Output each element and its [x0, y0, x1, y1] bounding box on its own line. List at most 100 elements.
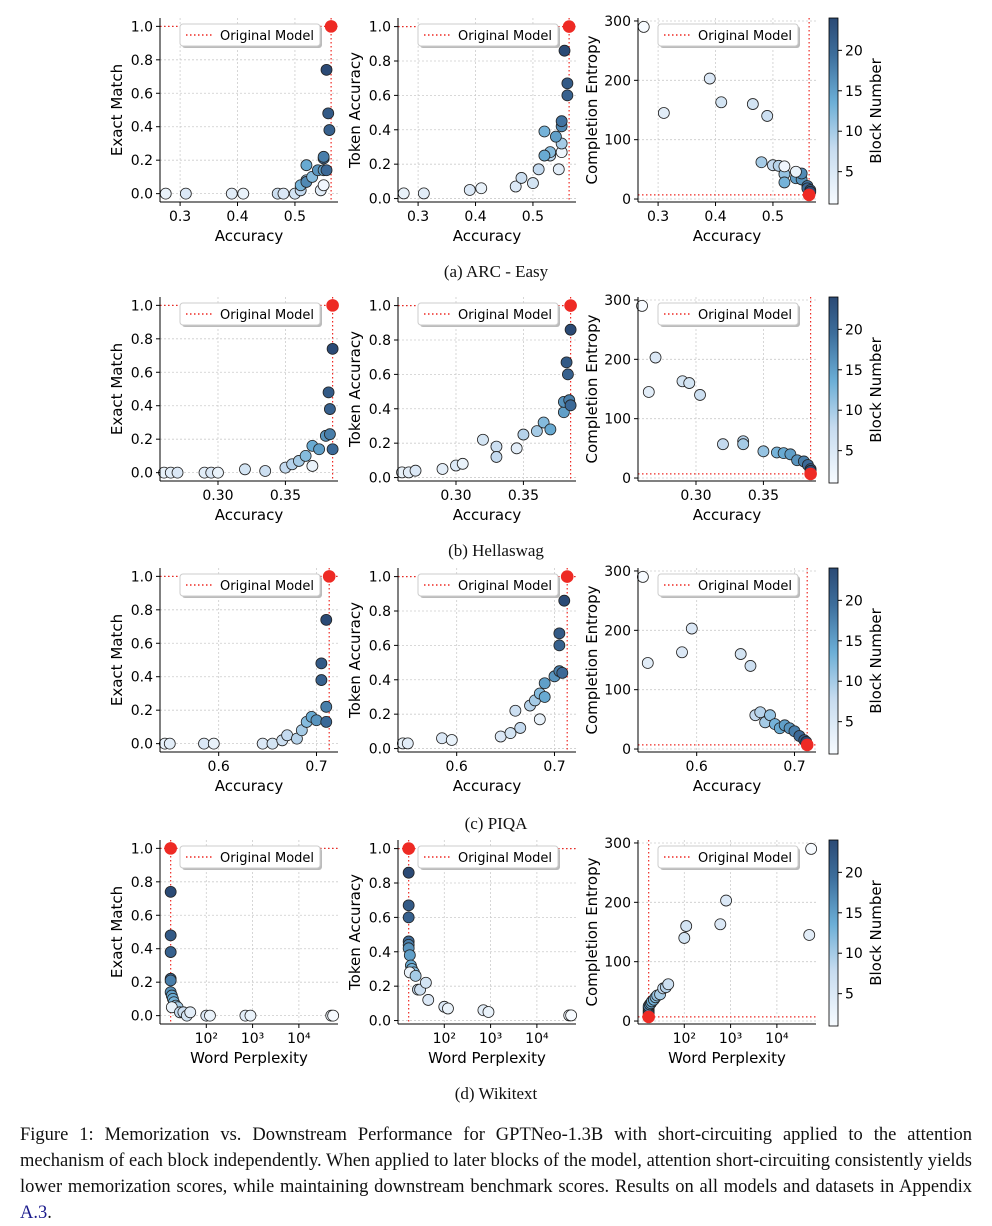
figure: 0.3 0.4 0.5 0.0 0.2 0.4 0.6 0.8 1.0 Accuracy Exact… [108, 14, 885, 1067]
data-point [184, 1006, 197, 1019]
legend-box [179, 302, 321, 326]
data-point [315, 674, 328, 686]
data-point [761, 110, 774, 122]
data-point [445, 734, 458, 746]
original-model-point [324, 20, 338, 33]
y-tick-label: 0.0 [369, 192, 391, 208]
data-point [778, 160, 791, 173]
y-tick-label: 0.8 [369, 54, 391, 70]
data-point [717, 438, 729, 451]
y-tick-label: 0.6 [131, 365, 153, 381]
data-point [317, 179, 330, 192]
data-point [323, 124, 336, 136]
figure-caption-end: . [47, 1203, 52, 1223]
x-axis-label: Accuracy [693, 227, 762, 245]
figure-caption-text: Figure 1: Memorization vs. Downstream Pe… [20, 1125, 972, 1197]
data-point [327, 1009, 340, 1022]
colorbar-tick-label: 15 [845, 634, 863, 650]
subplot-1-1: 0.3 0.4 0.5 0.0 0.2 0.4 0.6 0.8 1.0 Accuracy Exact… [108, 18, 338, 245]
data-point [164, 885, 177, 898]
y-tick-label: 0.0 [131, 737, 153, 753]
y-tick-label: 0 [622, 471, 631, 487]
y-tick-label: 100 [604, 133, 631, 149]
data-point [409, 464, 422, 477]
data-point [266, 737, 279, 750]
data-point [164, 946, 177, 958]
x-axis-label: Accuracy [215, 506, 284, 524]
data-point [482, 1006, 495, 1018]
data-point [490, 440, 503, 453]
x-tick-label: 0.5 [284, 209, 306, 225]
y-axis-label: Completion Entropy [583, 314, 601, 463]
x-tick-label: 0.6 [208, 759, 230, 775]
data-point [490, 451, 503, 463]
original-model-point [164, 842, 177, 855]
data-point [504, 727, 517, 739]
x-tick-label: 0.4 [464, 209, 486, 225]
data-point [436, 732, 448, 745]
y-tick-label: 0.2 [369, 436, 391, 452]
data-point [561, 77, 574, 90]
y-axis-label: Exact Match [108, 343, 126, 435]
x-tick-label: 0.3 [407, 209, 429, 225]
data-point [320, 700, 333, 713]
data-point [310, 714, 323, 727]
y-tick-label: 200 [604, 73, 631, 89]
data-point [544, 423, 557, 436]
y-tick-label: 100 [604, 412, 631, 428]
data-point [322, 386, 335, 399]
y-tick-label: 0.4 [131, 120, 153, 136]
y-tick-label: 1.0 [131, 298, 153, 314]
data-point [306, 460, 319, 472]
y-tick-label: 200 [604, 623, 631, 639]
data-point [494, 730, 507, 743]
y-tick-label: 0.2 [131, 432, 153, 448]
appendix-link[interactable]: A.3 [20, 1203, 48, 1223]
colorbar-label: Block Number [867, 607, 885, 713]
legend-box [657, 302, 799, 326]
subplot-2-3: 0.30 0.35 0 100 200 300 Accuracy Completion Ent… [583, 293, 885, 524]
colorbar-tick-label: 5 [845, 444, 854, 460]
x-axis-label: Accuracy [215, 227, 284, 245]
subplot-4-3: 10² 10³ 10⁴ 0 100 200 300 Word Perplexity Comple… [583, 836, 885, 1067]
legend-label: Original Model [220, 579, 314, 594]
legend-label: Original Model [458, 308, 552, 323]
legend-label: Original Model [698, 29, 792, 44]
x-tick-label: 0.5 [522, 209, 544, 225]
legend: Original Model [179, 23, 321, 47]
data-point [561, 89, 574, 102]
data-point [419, 976, 432, 989]
colorbar-tick-label: 20 [845, 322, 863, 338]
data-point [642, 386, 655, 398]
data-point [463, 184, 476, 196]
data-point [159, 187, 172, 200]
colorbar-tick-label: 15 [845, 906, 863, 922]
legend: Original Model [657, 23, 799, 47]
y-tick-label: 0.2 [131, 975, 153, 991]
colorbar-tick-label: 5 [845, 165, 854, 181]
colorbar-tick-label: 10 [845, 674, 863, 690]
data-point [207, 737, 220, 750]
subcaption-piqa: (c) PIQA [464, 814, 528, 833]
legend: Original Model [179, 845, 321, 869]
data-point [720, 894, 732, 907]
data-point [171, 466, 184, 479]
data-point [778, 176, 791, 189]
data-point [326, 443, 339, 456]
y-axis-label: Completion Entropy [583, 585, 601, 734]
data-point [320, 715, 333, 728]
legend-box [417, 573, 559, 597]
colorbar-tick-label: 20 [845, 593, 863, 609]
data-point [538, 149, 551, 162]
data-point [685, 622, 698, 635]
data-point [204, 1009, 216, 1022]
y-tick-label: 0 [622, 192, 631, 208]
colorbar-tick-label: 20 [845, 43, 863, 59]
original-model-point [800, 738, 814, 752]
colorbar [828, 17, 839, 205]
x-tick-label: 10² [433, 1031, 456, 1047]
data-point [553, 627, 566, 640]
legend-box [179, 573, 321, 597]
data-point [402, 899, 415, 912]
colorbar-tick-label: 15 [845, 363, 863, 379]
